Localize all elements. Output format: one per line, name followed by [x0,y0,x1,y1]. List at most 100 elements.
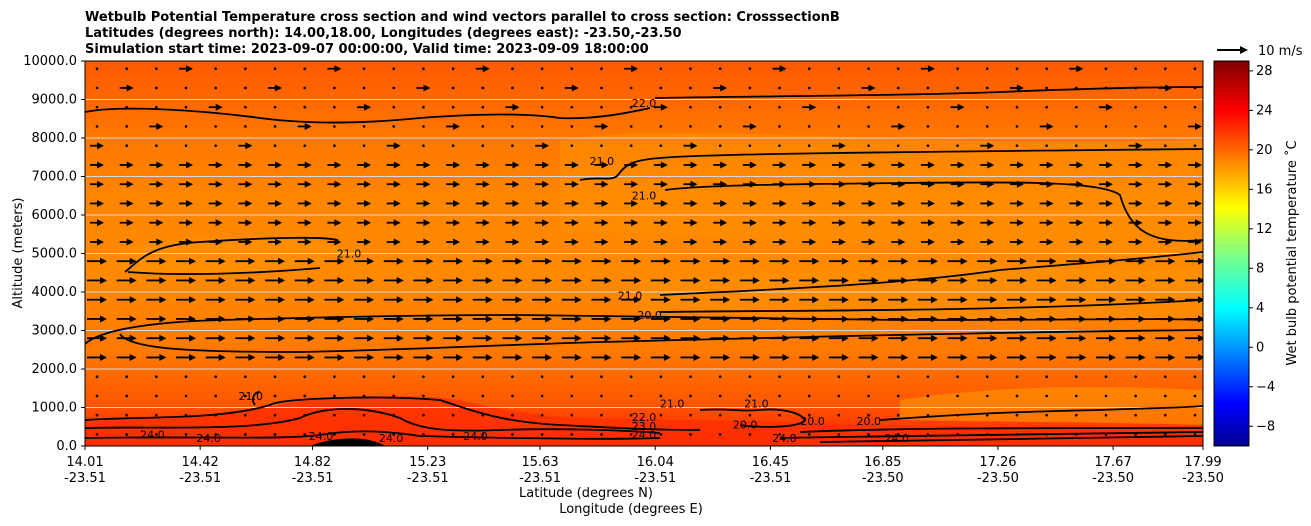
wind-vector [184,413,188,417]
wind-vector [799,334,820,342]
wind-vector [591,334,612,342]
wind-vector [896,375,900,379]
wind-vector [891,122,906,130]
wind-vector [683,180,698,188]
wind-vector [689,105,692,109]
wind-vector [1066,296,1087,304]
wind-vector [828,296,849,304]
wind-vector [861,84,876,92]
colorbar-tick-label: 8 [1256,261,1264,276]
wind-vector [119,84,134,92]
wind-vector [1193,375,1197,379]
wind-vector [333,105,336,109]
wind-vector [1039,122,1054,130]
wind-vector [422,433,425,436]
wind-vector [624,161,639,169]
wind-vector [1066,334,1087,342]
wind-vector [125,375,128,379]
wind-vector [956,433,959,436]
x-tick-label-lon: -23.51 [292,471,334,486]
wind-vector [837,86,841,90]
wind-vector [950,180,965,188]
wind-vector [710,334,731,342]
wind-vector [739,257,760,265]
wind-vector [386,180,401,188]
wind-vector [451,105,455,109]
wind-vector [683,199,698,207]
wind-vector [680,315,701,323]
wind-vector [294,257,315,265]
wind-vector [422,394,425,398]
wind-vector [294,276,315,284]
wind-vector [90,199,104,207]
cool-patch-low [900,387,1203,425]
wind-vector [985,394,989,398]
wind-vector [802,180,817,188]
wind-vector [362,413,366,417]
wind-vector [451,413,455,417]
wind-vector [680,276,701,284]
wind-vector [214,433,218,436]
colorbar-tick-label: 4 [1256,301,1264,316]
wind-vector [718,375,722,379]
wind-vector [214,67,218,70]
wind-vector [710,353,731,361]
wind-vector [535,199,550,207]
wind-vector [926,125,930,128]
wind-vector [475,65,490,73]
wind-vector [481,105,485,109]
wind-vector [481,433,485,436]
contour-21-7000 [579,148,1203,181]
wind-vector [1104,433,1108,436]
wind-vector [535,219,550,227]
wind-vector [297,122,312,130]
wind-vector [324,353,345,361]
wind-vector [807,67,811,70]
wind-vector [1095,334,1116,342]
wind-vector [362,433,366,436]
wind-vector [888,276,909,284]
contour-label: 20.0 [733,419,758,432]
wind-vector [1095,296,1116,304]
wind-vector [214,375,218,379]
wind-vector [90,142,104,150]
wind-vector [917,276,938,284]
wind-vector [119,238,134,246]
wind-vector [977,257,998,265]
wind-vector [947,334,968,342]
wind-vector [451,67,455,70]
wind-vector [564,219,579,227]
wind-vector [1015,105,1019,109]
wind-vector [214,125,218,128]
wind-vector [1015,375,1019,379]
wind-vector [184,375,188,379]
wind-vector [956,413,959,417]
wind-vector [268,219,283,227]
wind-vector [502,296,523,304]
wind-vector [570,67,574,70]
wind-vector [90,238,104,246]
wind-vector [273,375,277,379]
wind-vector [985,413,989,417]
wind-vector [1134,125,1137,128]
wind-vector [333,144,336,147]
wind-vector [146,353,167,361]
wind-vector [828,315,849,323]
x-tick-label-lat: 16.85 [864,455,901,470]
wind-vector [386,238,401,246]
contour-bl-right-5 [699,408,807,428]
wind-vector [742,219,757,227]
wind-vector [95,394,99,398]
wind-vector [600,67,603,70]
wind-vector [1158,161,1173,169]
wind-vector [867,144,870,147]
wind-vector [926,413,930,417]
contour-label: 24.0 [196,432,221,445]
colorbar-tick-label: −4 [1256,380,1275,395]
wind-vector [1193,67,1197,70]
wind-vector [778,375,781,379]
wind-vector [1015,125,1019,128]
wind-vector [303,413,307,417]
wind-vector [1164,144,1167,147]
wind-vector [297,199,312,207]
